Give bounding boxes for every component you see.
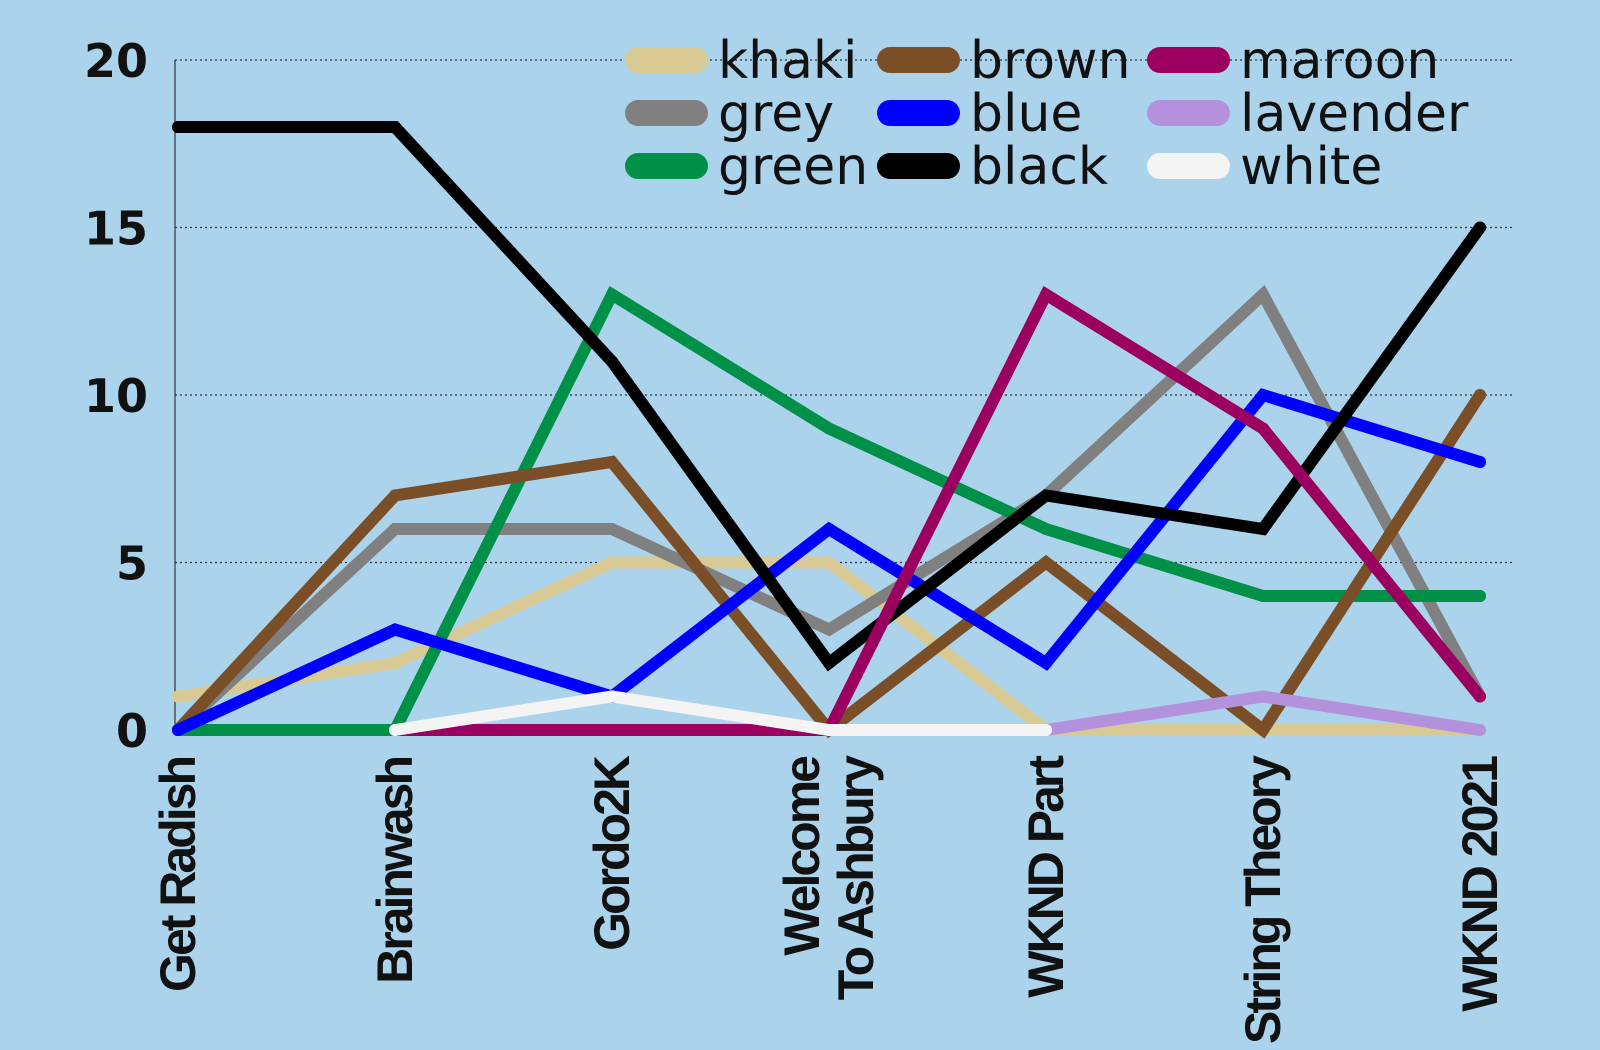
- data-point-maroon-2: [606, 724, 618, 736]
- data-point-maroon-6: [1474, 690, 1486, 703]
- data-point-brown-5: [1257, 724, 1269, 736]
- data-point-green-6: [1474, 590, 1486, 602]
- data-point-khaki-1: [389, 657, 401, 669]
- series-lines: [172, 121, 1486, 739]
- data-point-blue-0: [172, 724, 184, 736]
- data-point-blue-4: [1040, 657, 1052, 669]
- legend-label-black: black: [970, 137, 1108, 197]
- data-point-white-1: [389, 724, 401, 736]
- gridlines: [175, 59, 1515, 564]
- data-point-white-4: [1040, 724, 1052, 736]
- data-point-brown-1: [389, 489, 401, 502]
- data-point-grey-5: [1257, 288, 1269, 301]
- legend-label-lavender: lavender: [1240, 84, 1469, 144]
- legend-label-maroon: maroon: [1240, 31, 1439, 91]
- data-point-grey-1: [389, 523, 401, 535]
- data-point-green-4: [1040, 523, 1052, 535]
- y-tick-label-0: 0: [116, 704, 148, 758]
- data-point-brown-2: [606, 456, 618, 468]
- data-point-green-5: [1257, 590, 1269, 602]
- data-point-khaki-0: [172, 690, 184, 703]
- data-point-black-0: [172, 121, 184, 133]
- data-point-blue-3: [823, 523, 835, 535]
- x-tick-label-6: WKND 2021: [1452, 756, 1508, 1012]
- data-point-green-3: [823, 422, 835, 435]
- data-point-black-2: [606, 355, 618, 368]
- x-tick-label-0: Get Radish: [150, 758, 206, 992]
- data-point-maroon-4: [1040, 288, 1052, 301]
- data-point-black-3: [823, 657, 835, 669]
- legend-label-blue: blue: [970, 84, 1082, 144]
- x-tick-label-3-line-0: Welcome: [774, 756, 830, 956]
- data-point-blue-6: [1474, 456, 1486, 468]
- legend-label-grey: grey: [718, 84, 834, 144]
- data-point-khaki-2: [606, 556, 618, 569]
- y-tick-labels: 0 5 10 15 20: [84, 34, 148, 758]
- data-point-maroon-5: [1257, 422, 1269, 435]
- data-point-black-4: [1040, 489, 1052, 502]
- data-point-white-2: [606, 690, 618, 703]
- data-point-brown-6: [1474, 389, 1486, 401]
- y-tick-label-15: 15: [84, 202, 148, 256]
- x-tick-label-5: String Theory: [1235, 755, 1291, 1044]
- data-point-green-2: [606, 288, 618, 301]
- legend-label-khaki: khaki: [718, 31, 858, 91]
- x-tick-label-2: Gordo2K: [584, 755, 640, 951]
- x-tick-label-1: Brainwash: [367, 758, 423, 984]
- data-point-blue-1: [389, 623, 401, 636]
- data-point-black-6: [1474, 221, 1486, 234]
- x-tick-label-3-line-1: To Ashbury: [828, 755, 884, 1000]
- data-point-lavender-6: [1474, 724, 1486, 736]
- legend-label-white: white: [1240, 137, 1382, 197]
- data-point-brown-4: [1040, 556, 1052, 569]
- data-point-grey-2: [606, 523, 618, 535]
- series-line-maroon: [389, 285, 1486, 736]
- y-tick-label-20: 20: [84, 34, 148, 88]
- data-point-blue-5: [1257, 389, 1269, 401]
- data-point-white-3: [823, 724, 835, 736]
- data-point-grey-3: [823, 623, 835, 636]
- legend-label-brown: brown: [970, 31, 1131, 91]
- data-point-black-1: [389, 121, 401, 133]
- y-tick-label-10: 10: [84, 369, 148, 423]
- x-tick-label-4: WKND Part: [1018, 755, 1074, 998]
- data-point-khaki-3: [823, 556, 835, 569]
- legend-label-green: green: [718, 137, 868, 197]
- data-point-lavender-5: [1257, 690, 1269, 703]
- y-tick-label-5: 5: [116, 537, 148, 591]
- series-line-white: [389, 690, 1052, 736]
- data-point-black-5: [1257, 523, 1269, 535]
